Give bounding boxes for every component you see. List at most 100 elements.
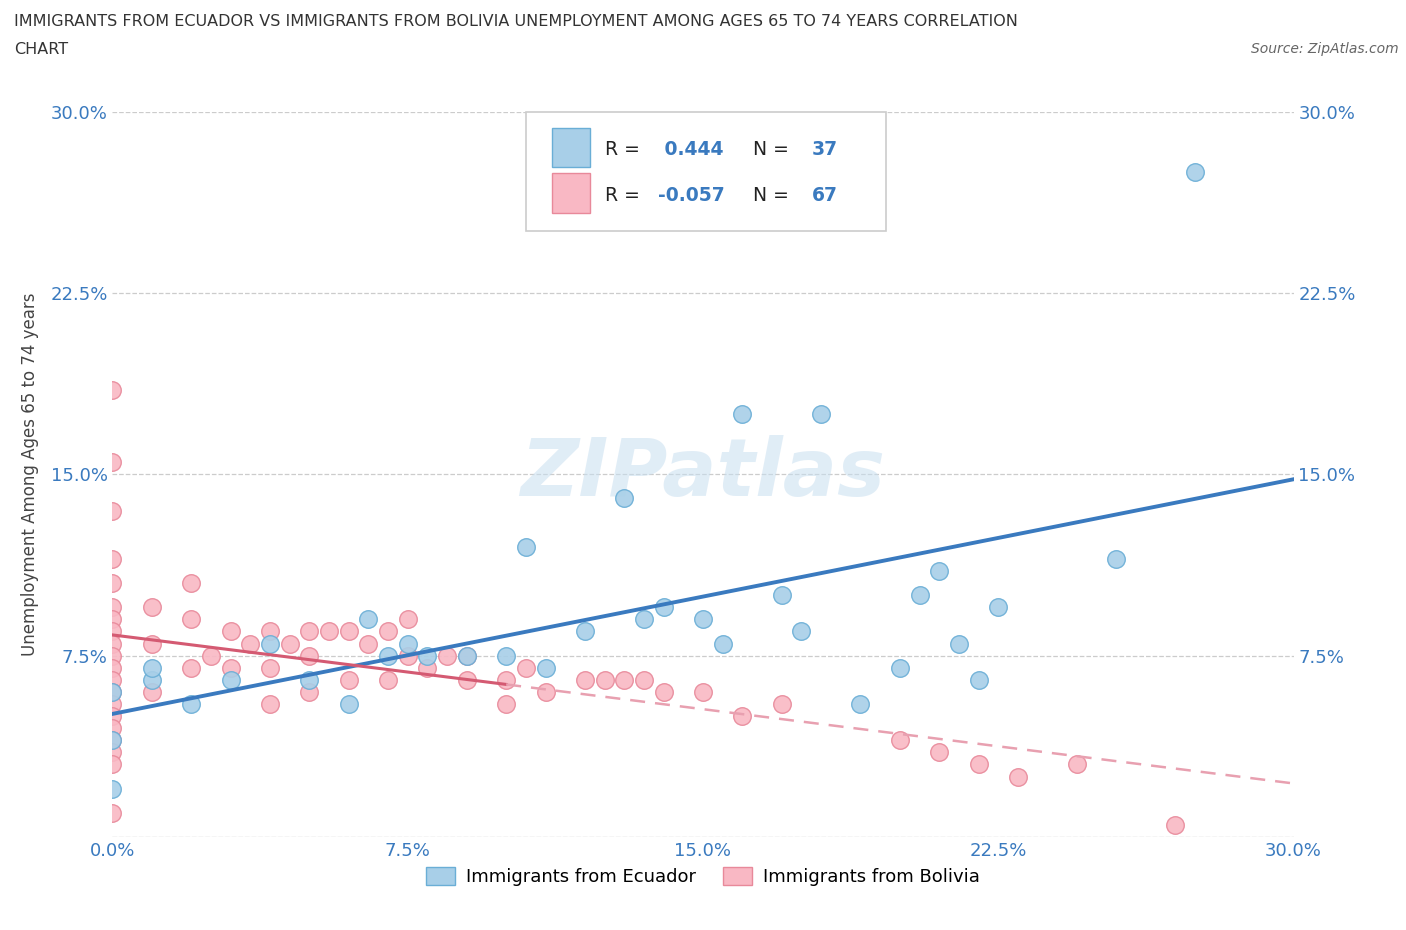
Point [337,624,360,639]
Point [436,648,458,663]
Point [298,624,321,639]
Point [298,672,321,687]
Point [180,612,202,627]
Point [692,612,714,627]
Point [298,648,321,663]
Point [219,660,242,675]
Point [141,660,163,675]
Point [1184,165,1206,179]
Point [928,745,950,760]
Point [396,636,419,651]
Text: 0.444: 0.444 [658,140,724,159]
Point [357,612,380,627]
Text: CHART: CHART [14,42,67,57]
Point [652,684,675,699]
Point [101,805,124,820]
Point [101,382,124,397]
Point [377,672,399,687]
Point [101,648,124,663]
Point [711,636,734,651]
Point [1164,817,1187,832]
Point [101,697,124,711]
Point [889,660,911,675]
Point [495,672,517,687]
Point [396,648,419,663]
Point [790,624,813,639]
Point [101,576,124,591]
Point [515,539,537,554]
Point [101,612,124,627]
Point [180,697,202,711]
Point [1066,757,1088,772]
Point [613,491,636,506]
Point [141,636,163,651]
Point [101,733,124,748]
Point [259,697,281,711]
Point [337,697,360,711]
Point [731,406,754,421]
Point [456,648,478,663]
Point [574,672,596,687]
Point [574,624,596,639]
Point [534,684,557,699]
Point [101,733,124,748]
Point [613,672,636,687]
Point [770,697,793,711]
Point [318,624,340,639]
Point [239,636,262,651]
Point [889,733,911,748]
Point [377,648,399,663]
Point [534,660,557,675]
Point [180,576,202,591]
Point [101,709,124,724]
Point [101,455,124,470]
Point [259,660,281,675]
Point [1105,551,1128,566]
FancyBboxPatch shape [551,173,589,213]
Point [928,564,950,578]
Point [377,624,399,639]
Point [908,588,931,603]
FancyBboxPatch shape [551,127,589,167]
Point [141,672,163,687]
Point [101,672,124,687]
Point [259,624,281,639]
Point [456,672,478,687]
Point [633,612,655,627]
Point [967,757,990,772]
Point [101,551,124,566]
Point [219,624,242,639]
Point [337,672,360,687]
Text: N =: N = [741,140,794,159]
Point [141,600,163,615]
Point [416,660,439,675]
Point [948,636,970,651]
Point [652,600,675,615]
Point [770,588,793,603]
Point [456,648,478,663]
Point [101,636,124,651]
Text: 37: 37 [811,140,838,159]
Point [396,612,419,627]
Text: N =: N = [741,185,794,205]
Point [180,660,202,675]
Text: R =: R = [605,185,645,205]
Point [101,745,124,760]
Point [101,757,124,772]
Text: -0.057: -0.057 [658,185,725,205]
Point [278,636,301,651]
Text: Source: ZipAtlas.com: Source: ZipAtlas.com [1251,42,1399,56]
Point [101,503,124,518]
Point [219,672,242,687]
Point [633,672,655,687]
Point [967,672,990,687]
Point [1007,769,1029,784]
Point [298,684,321,699]
Point [810,406,832,421]
Point [495,648,517,663]
Point [849,697,872,711]
Text: IMMIGRANTS FROM ECUADOR VS IMMIGRANTS FROM BOLIVIA UNEMPLOYMENT AMONG AGES 65 TO: IMMIGRANTS FROM ECUADOR VS IMMIGRANTS FR… [14,14,1018,29]
Point [416,648,439,663]
Point [593,672,616,687]
Point [101,684,124,699]
